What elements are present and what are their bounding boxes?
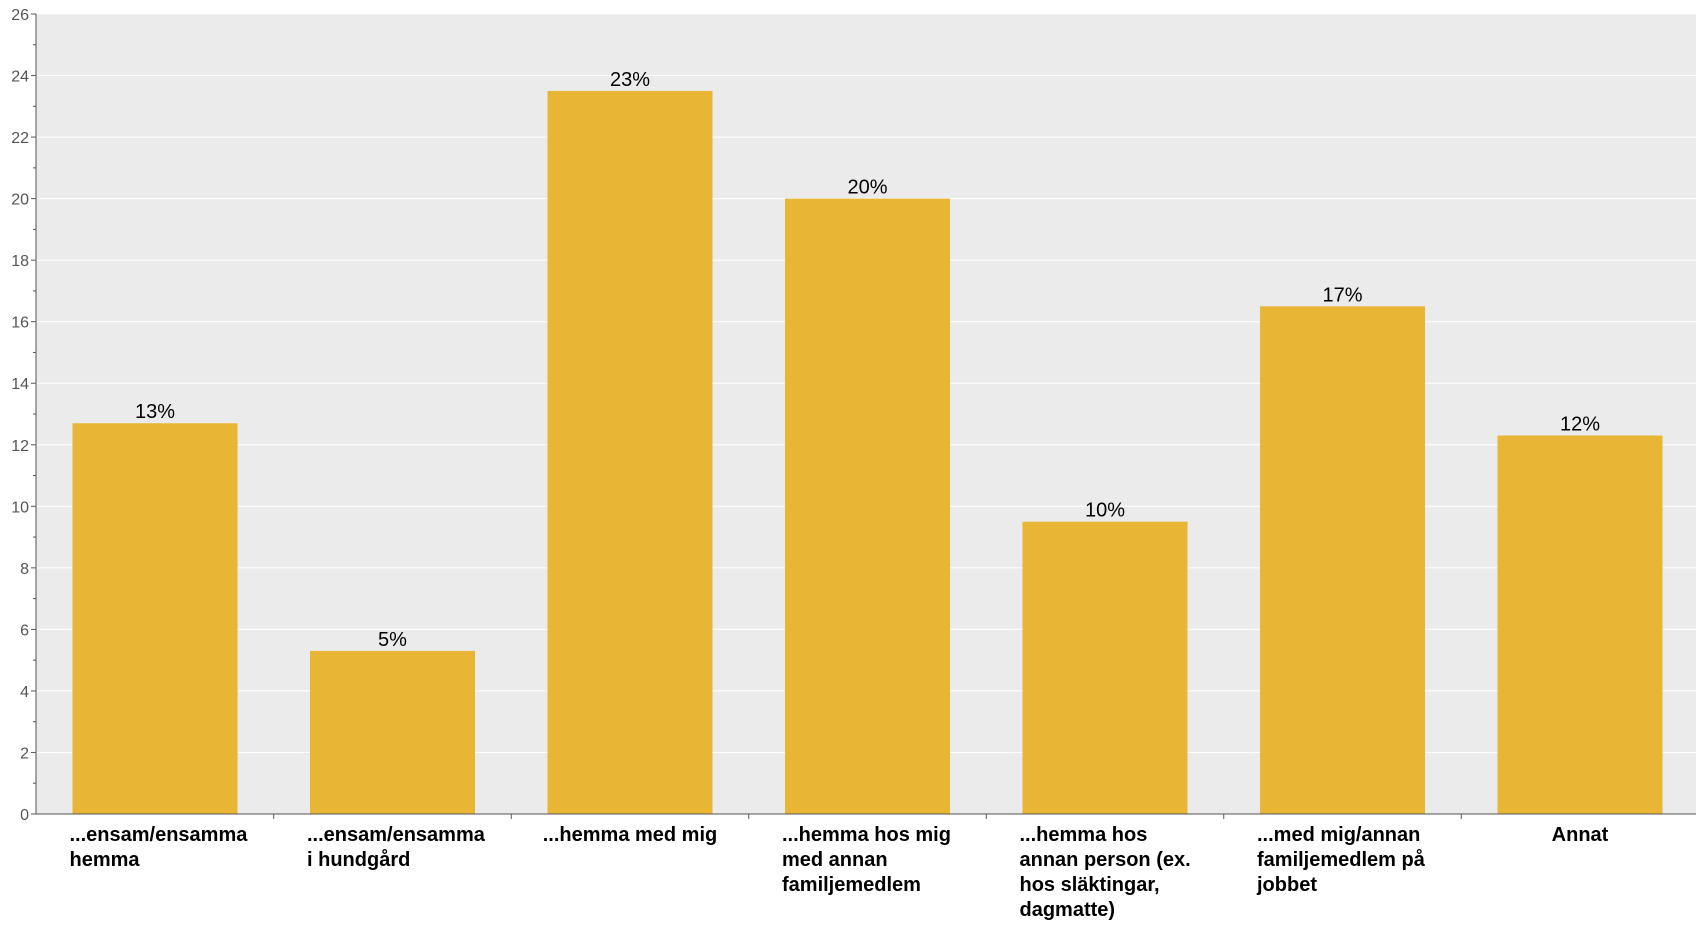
y-tick-label: 16 [11, 315, 29, 332]
data-label: 20% [847, 177, 887, 199]
category-label-line: jobbet [1256, 874, 1317, 896]
data-label: 23% [610, 69, 650, 91]
data-labels: 13% 5% 23% 20% 10% 17% 12% [135, 69, 1600, 651]
category-label-line: ...med mig/annan [1257, 824, 1420, 846]
data-label: 17% [1322, 284, 1362, 306]
category-label-line: dagmatte) [1020, 899, 1116, 920]
category-label: ...hemma hos mig med annan familjemedlem [782, 824, 951, 896]
category-label-line: i hundgård [307, 848, 410, 871]
bar [1497, 435, 1663, 814]
data-label: 13% [135, 401, 175, 423]
category-label: Annat [1552, 824, 1609, 846]
category-labels: ...ensam/ensamma hemma...ensam/ensamma i h… [70, 824, 1609, 921]
category-label-line: ...ensam/ensamma [70, 824, 249, 846]
data-label: 5% [378, 629, 407, 651]
category-label-line: med annan [782, 849, 888, 871]
y-tick-label: 26 [11, 7, 29, 24]
category-label-line: familjemedlem [782, 874, 921, 896]
category-label: ...hemma med mig [543, 824, 718, 846]
bar [547, 90, 713, 814]
category-label: ...ensam/ensamma hemma [70, 824, 249, 871]
category-label-line: hemma [70, 849, 141, 871]
data-label: 10% [1085, 500, 1125, 522]
y-tick-label: 24 [11, 69, 29, 86]
category-label: ...ensam/ensamma i hundgård [307, 824, 486, 871]
bar [785, 198, 950, 815]
category-label-line: ...hemma med mig [543, 824, 718, 846]
category-label: ...med mig/annan familjemedlem på jobbet [1256, 824, 1426, 896]
bar [1022, 521, 1188, 814]
data-label: 12% [1560, 414, 1600, 436]
category-label-line: Annat [1552, 824, 1609, 846]
y-tick-label: 8 [20, 561, 29, 578]
y-tick-label: 18 [11, 253, 29, 270]
y-tick-label: 14 [11, 376, 29, 393]
y-tick-label: 0 [20, 807, 29, 824]
y-tick-label: 10 [11, 499, 29, 516]
category-label-line: hos släktingar, [1020, 874, 1160, 896]
bars [72, 90, 1663, 815]
y-tick-label: 4 [20, 684, 29, 701]
category-label-line: familjemedlem på [1257, 848, 1426, 871]
category-label: ...hemma hos annan person (ex. hos släktin… [1020, 824, 1191, 920]
y-tick-label: 2 [20, 745, 29, 762]
category-label-line: ...hemma hos [1020, 824, 1148, 846]
y-tick-label: 6 [20, 622, 29, 639]
category-label-line: annan person (ex. [1020, 849, 1191, 871]
bar [72, 423, 238, 814]
y-tick-label: 22 [11, 130, 29, 147]
y-tick-label: 20 [11, 192, 29, 209]
category-label-line: ...ensam/ensamma [307, 824, 486, 846]
y-tick-label: 12 [11, 438, 29, 455]
bar [310, 650, 475, 814]
category-label-line: ...hemma hos mig [782, 824, 951, 846]
bar [1260, 306, 1425, 814]
